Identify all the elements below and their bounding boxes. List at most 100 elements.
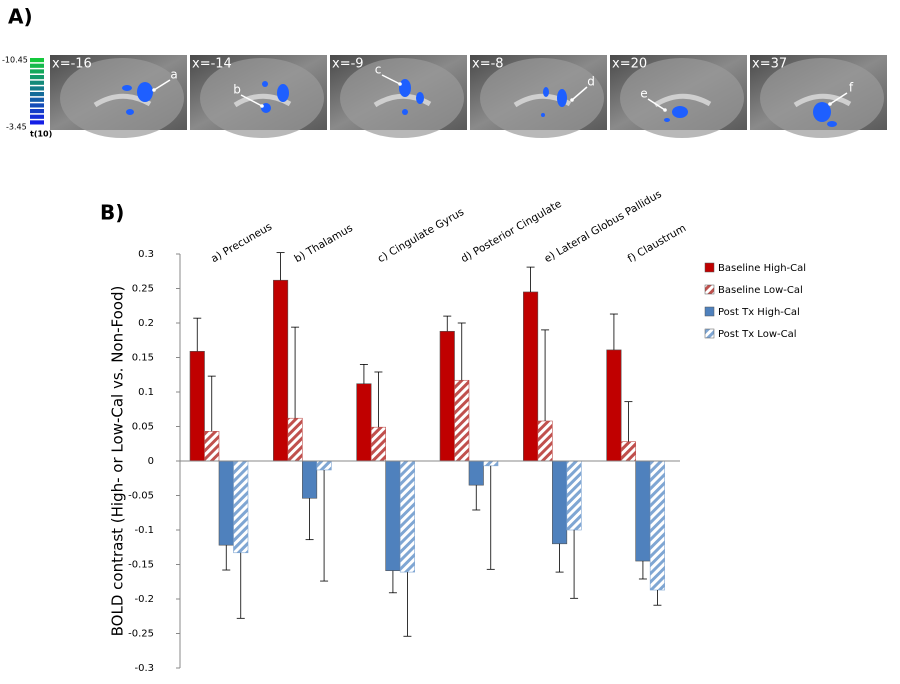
error-bar <box>457 322 466 381</box>
slice-coordinate: x=-14 <box>192 57 232 72</box>
brain-slice: x=-9 c <box>330 55 467 138</box>
panel-label: B) <box>100 201 124 225</box>
activation-blob <box>813 102 831 122</box>
activation-blob <box>126 109 134 115</box>
bar <box>483 460 499 467</box>
bar <box>439 330 455 462</box>
bar <box>552 460 568 545</box>
error-bar <box>236 552 245 619</box>
brain-slice: x=-14b <box>190 55 327 138</box>
arrow-head <box>570 98 574 102</box>
slice-coordinate: x=-8 <box>472 57 504 72</box>
colorbar-segment <box>30 80 44 85</box>
legend-label: Post Tx High-Cal <box>718 307 800 318</box>
slice-marker: d <box>587 75 595 89</box>
y-tick-label: -0.3 <box>134 663 154 674</box>
bar <box>537 420 553 462</box>
brain-slice: x=-8 d <box>470 55 607 138</box>
activation-blob <box>137 82 153 102</box>
y-tick-label: -0.15 <box>128 560 154 571</box>
arrow-head <box>152 88 156 92</box>
colorbar-segment <box>30 103 44 108</box>
bar <box>370 426 386 462</box>
error-bar <box>555 543 564 573</box>
marker-arrow <box>240 94 263 107</box>
corpus-callosum <box>233 93 292 108</box>
marker-arrow <box>571 86 588 101</box>
activation-blob <box>541 113 545 117</box>
category-label: f) Claustrum <box>626 222 689 265</box>
legend-label: Post Tx Low-Cal <box>718 329 797 340</box>
error-bar <box>320 469 329 582</box>
colorbar-min-label: -3.45 <box>6 123 27 132</box>
slice-coordinate: x=-16 <box>52 57 92 72</box>
error-bar <box>291 326 300 419</box>
colorbar-stat-label: t(10) <box>30 130 52 139</box>
bar <box>399 460 415 573</box>
activation-blob <box>672 106 688 118</box>
legend-swatch <box>704 328 715 339</box>
error-bar <box>388 570 397 594</box>
marker-arrow <box>381 74 401 85</box>
activation-blob <box>543 87 549 97</box>
colorbar-segment <box>30 97 44 102</box>
activation-blob <box>416 92 424 104</box>
colorbar-segment <box>30 86 44 91</box>
bar <box>606 349 622 462</box>
y-tick-label: -0.05 <box>128 491 154 502</box>
error-bar <box>472 485 481 511</box>
bar <box>523 291 539 462</box>
error-bar <box>609 313 618 350</box>
legend-label: Baseline High-Cal <box>718 263 806 274</box>
bar <box>302 460 318 499</box>
error-bar <box>374 371 383 428</box>
bar <box>620 441 636 462</box>
bar <box>385 460 401 572</box>
error-bar <box>193 317 202 352</box>
corpus-callosum <box>793 93 852 108</box>
arrow-head <box>663 108 667 112</box>
y-tick-label: 0.25 <box>132 284 154 295</box>
bar <box>635 460 651 562</box>
error-bar <box>276 252 285 281</box>
y-tick-label: -0.1 <box>134 525 154 536</box>
slice-coordinate: x=37 <box>752 57 787 72</box>
activation-blob <box>664 118 670 122</box>
activation-blob <box>402 109 408 115</box>
error-bar <box>541 329 550 421</box>
colorbar-segment <box>30 75 44 80</box>
error-bar <box>638 561 647 580</box>
colorbar-segment <box>30 120 44 125</box>
arrow-head <box>398 82 402 86</box>
error-bar <box>359 363 368 384</box>
error-bar <box>305 498 314 541</box>
marker-arrow <box>153 79 171 91</box>
legend-swatch <box>704 284 715 295</box>
y-tick-label: 0 <box>148 456 154 467</box>
slice-marker: f <box>849 81 854 95</box>
activation-blob <box>262 81 268 87</box>
colorbar-segment <box>30 58 44 63</box>
error-bar <box>526 266 535 292</box>
bar <box>649 460 665 591</box>
error-bar <box>207 375 216 432</box>
brain-slice: x=37 f <box>750 55 887 138</box>
error-bar <box>222 545 231 571</box>
activation-blob <box>827 121 837 127</box>
error-bar <box>486 465 495 570</box>
legend-label: Baseline Low-Cal <box>718 285 803 296</box>
corpus-callosum <box>653 93 712 108</box>
error-bar <box>403 572 412 637</box>
marker-arrow <box>647 98 666 111</box>
category-label: c) Cingulate Gyrus <box>376 206 466 265</box>
legend-swatch <box>704 306 715 317</box>
error-bar <box>443 315 452 332</box>
colorbar-segment <box>30 92 44 97</box>
error-bar <box>624 401 633 442</box>
category-label: a) Precuneus <box>209 221 274 266</box>
bar <box>233 460 249 554</box>
bar <box>454 379 470 462</box>
slice-marker: a <box>170 68 177 82</box>
error-bar <box>570 530 579 599</box>
